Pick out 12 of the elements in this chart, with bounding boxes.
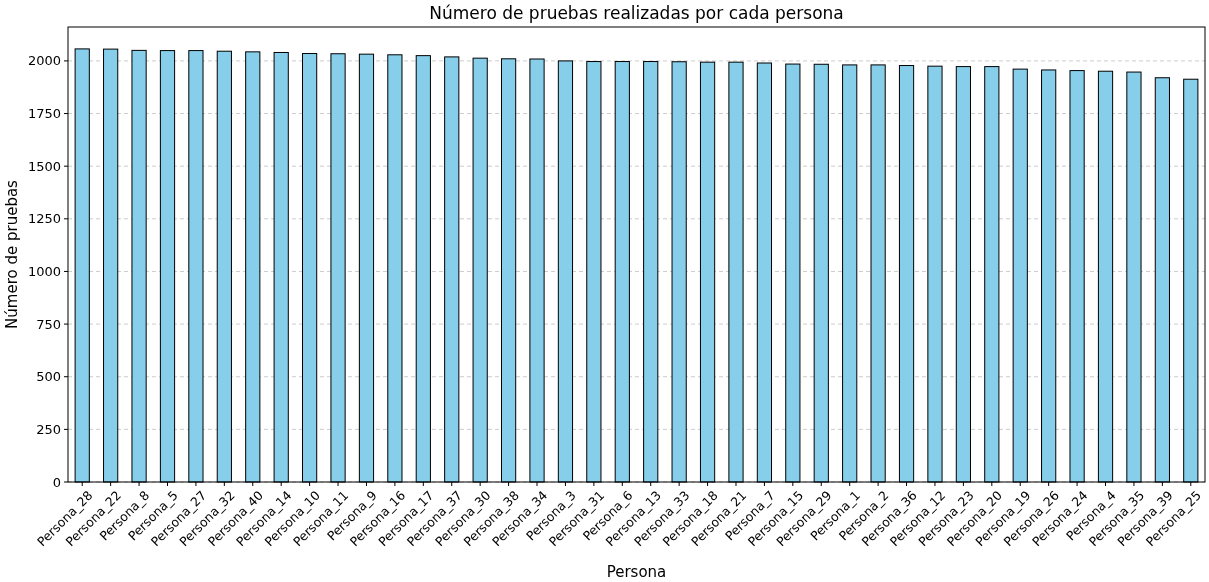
y-tick-label: 1500 [27, 158, 61, 174]
y-tick-label: 1750 [27, 106, 61, 122]
y-tick-label: 500 [36, 369, 61, 385]
y-tick-label: 0 [52, 474, 61, 490]
y-tick-label: 1250 [27, 211, 61, 227]
y-tick-label: 250 [36, 421, 61, 437]
y-tick-label: 1000 [27, 264, 61, 279]
chart-title: Número de pruebas realizadas por cada persona [429, 3, 844, 23]
y-axis-title: Número de pruebas [3, 179, 21, 329]
y-tick-label: 750 [36, 316, 61, 332]
x-axis-title: Persona [606, 563, 667, 581]
y-tick-label: 2000 [27, 53, 61, 69]
